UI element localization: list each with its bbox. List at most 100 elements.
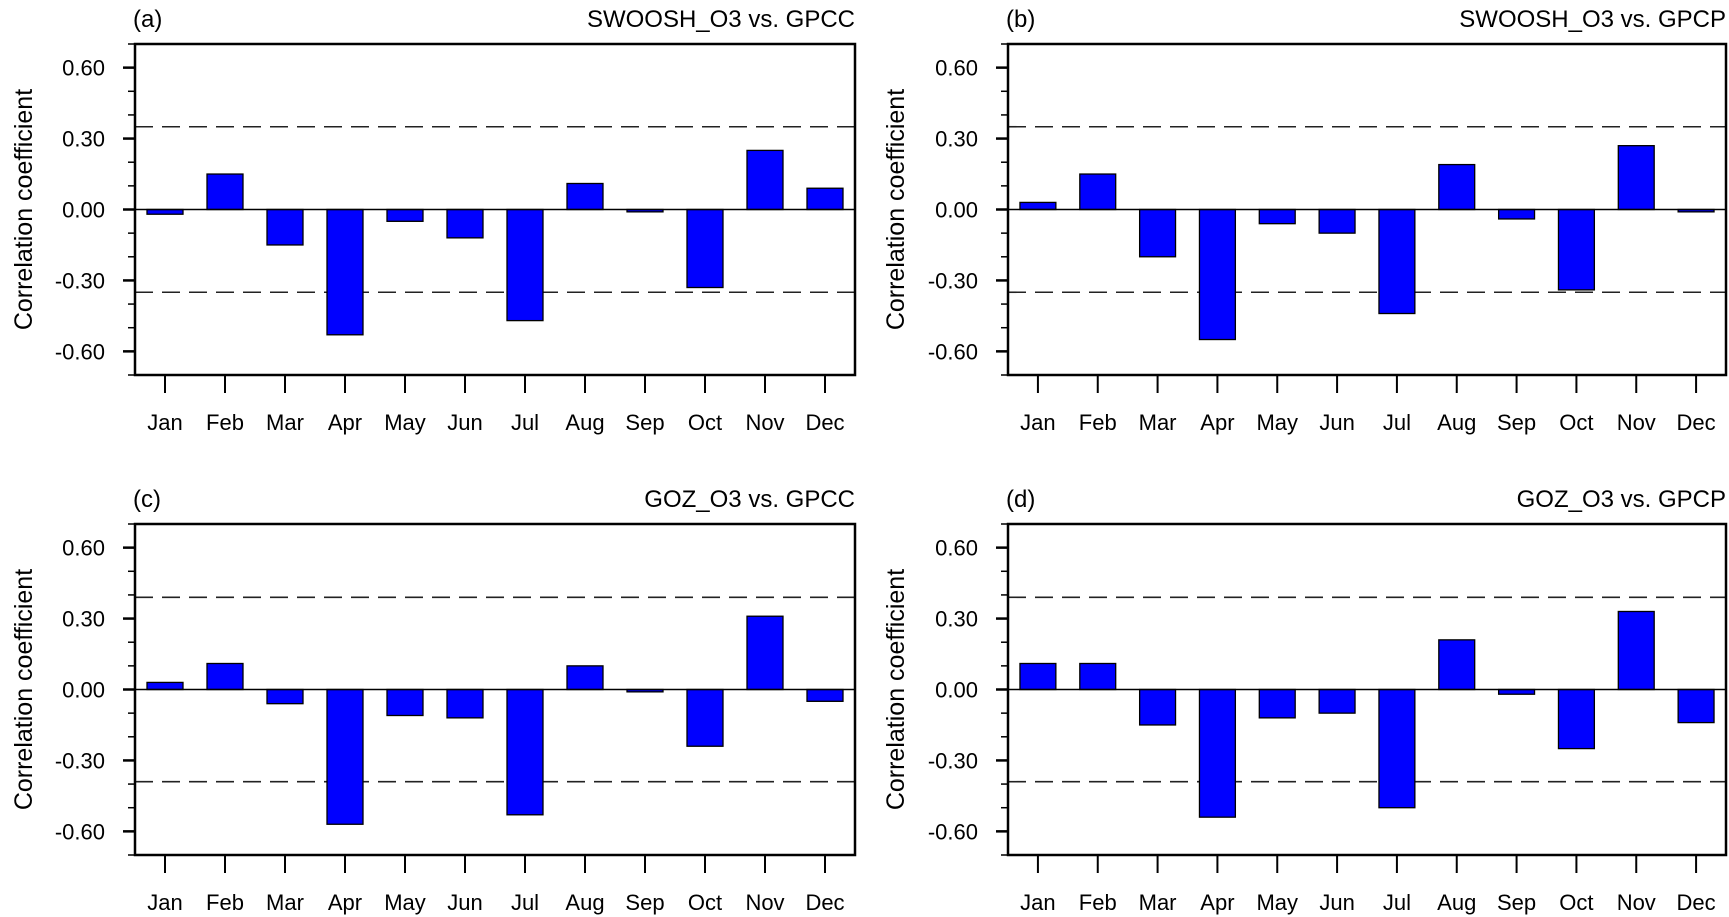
- bar-apr: [1198, 688, 1237, 818]
- x-tick-label: Nov: [745, 410, 784, 435]
- x-tick-label: Jul: [511, 890, 539, 915]
- x-tick-label: Aug: [565, 410, 604, 435]
- x-tick-label: Jan: [147, 890, 182, 915]
- bar-oct: [1557, 208, 1596, 291]
- bar-may: [386, 208, 424, 222]
- bar-nov: [746, 615, 784, 691]
- y-tick-label: 0.00: [62, 198, 105, 223]
- x-tick-label: Feb: [206, 890, 244, 915]
- x-tick-label: Jun: [447, 890, 482, 915]
- bar-nov: [1617, 145, 1655, 211]
- x-tick-label: Mar: [1139, 890, 1177, 915]
- panel-title: GOZ_O3 vs. GPCC: [644, 486, 855, 513]
- panel-label: (d): [1006, 486, 1035, 513]
- x-tick-label: Dec: [805, 410, 844, 435]
- x-tick-label: Aug: [1437, 410, 1476, 435]
- x-tick-label: May: [384, 410, 426, 435]
- bar-mar: [1138, 208, 1177, 258]
- panel-title: GOZ_O3 vs. GPCP: [1517, 486, 1726, 513]
- x-tick-label: Nov: [1617, 410, 1656, 435]
- plot-frame: [1006, 522, 1728, 857]
- bar-mar: [1138, 688, 1177, 726]
- bar-aug: [1438, 639, 1476, 691]
- bar-aug: [566, 182, 604, 211]
- y-tick-label: 0.00: [935, 678, 978, 703]
- x-tick-label: Sep: [1497, 890, 1536, 915]
- bar-jun: [1318, 688, 1356, 714]
- panel-title: SWOOSH_O3 vs. GPCC: [587, 6, 855, 33]
- bar-apr: [1198, 208, 1237, 341]
- x-tick-label: Jun: [1319, 410, 1354, 435]
- y-tick-label: 0.60: [62, 536, 105, 561]
- bar-oct: [1557, 688, 1596, 750]
- panel-c: (c) GOZ_O3 vs. GPCC Correlation coefficien…: [10, 486, 857, 915]
- panel-d: (d) GOZ_O3 vs. GPCP Correlation coefficien…: [882, 486, 1728, 915]
- x-tick-label: May: [1256, 410, 1298, 435]
- bar-apr: [326, 688, 364, 825]
- x-tick-label: Nov: [1617, 890, 1656, 915]
- x-tick-label: Jan: [147, 410, 182, 435]
- bar-feb: [1079, 173, 1117, 211]
- panel-label: (c): [133, 486, 161, 513]
- bar-apr: [326, 208, 364, 336]
- x-tick-label: Apr: [1200, 890, 1234, 915]
- bar-jun: [446, 208, 484, 239]
- bar-nov: [1617, 610, 1655, 691]
- x-tick-label: Dec: [1677, 410, 1716, 435]
- y-axis-label: Correlation coefficient: [10, 569, 38, 810]
- panel-a: (a) SWOOSH_O3 vs. GPCC Correlation coeffic…: [10, 6, 857, 435]
- bar-feb: [1079, 662, 1117, 691]
- y-tick-label: -0.30: [55, 748, 105, 773]
- y-tick-label: 0.60: [935, 56, 978, 81]
- y-tick-label: -0.30: [928, 748, 978, 773]
- bar-mar: [266, 208, 304, 246]
- x-tick-label: Apr: [328, 410, 362, 435]
- bar-dec: [806, 187, 844, 211]
- y-tick-label: -0.60: [928, 819, 978, 844]
- bar-sep: [1497, 208, 1536, 220]
- bar-may: [386, 688, 424, 717]
- bar-jul: [506, 688, 544, 816]
- x-tick-label: Nov: [745, 890, 784, 915]
- bar-feb: [206, 662, 244, 691]
- bar-feb: [206, 173, 244, 211]
- x-tick-label: Sep: [1497, 410, 1536, 435]
- bar-dec: [1677, 688, 1715, 724]
- x-tick-label: Jul: [1383, 410, 1411, 435]
- x-tick-label: Oct: [1559, 410, 1593, 435]
- x-tick-label: Sep: [625, 410, 664, 435]
- x-tick-label: Oct: [1559, 890, 1593, 915]
- panel-label: (a): [133, 6, 162, 33]
- bar-jul: [506, 208, 544, 322]
- x-tick-label: Jul: [511, 410, 539, 435]
- bar-jun: [446, 688, 484, 719]
- panel-b: (b) SWOOSH_O3 vs. GPCP Correlation coeffic…: [882, 6, 1728, 435]
- x-tick-label: Sep: [625, 890, 664, 915]
- y-tick-label: 0.30: [62, 607, 105, 632]
- y-axis-label: Correlation coefficient: [882, 569, 910, 810]
- y-tick-label: 0.00: [935, 198, 978, 223]
- bar-aug: [1438, 163, 1476, 211]
- x-tick-label: Mar: [1139, 410, 1177, 435]
- x-tick-label: Oct: [688, 410, 722, 435]
- bar-jul: [1378, 208, 1416, 315]
- panel-title: SWOOSH_O3 vs. GPCP: [1459, 6, 1726, 33]
- x-tick-label: Dec: [1677, 890, 1716, 915]
- y-tick-label: 0.60: [935, 536, 978, 561]
- x-tick-label: Oct: [688, 890, 722, 915]
- bar-oct: [686, 688, 724, 747]
- y-tick-label: 0.00: [62, 678, 105, 703]
- bar-nov: [746, 149, 784, 211]
- x-tick-label: Jun: [1319, 890, 1354, 915]
- y-tick-label: 0.30: [62, 127, 105, 152]
- bar-oct: [686, 208, 724, 289]
- x-tick-label: Jan: [1020, 410, 1055, 435]
- y-tick-label: 0.60: [62, 56, 105, 81]
- y-tick-label: -0.60: [55, 819, 105, 844]
- x-tick-label: Jun: [447, 410, 482, 435]
- bar-jan: [1019, 201, 1057, 211]
- x-tick-label: Feb: [206, 410, 244, 435]
- panel-label: (b): [1006, 6, 1035, 33]
- plot-frame: [1006, 42, 1728, 377]
